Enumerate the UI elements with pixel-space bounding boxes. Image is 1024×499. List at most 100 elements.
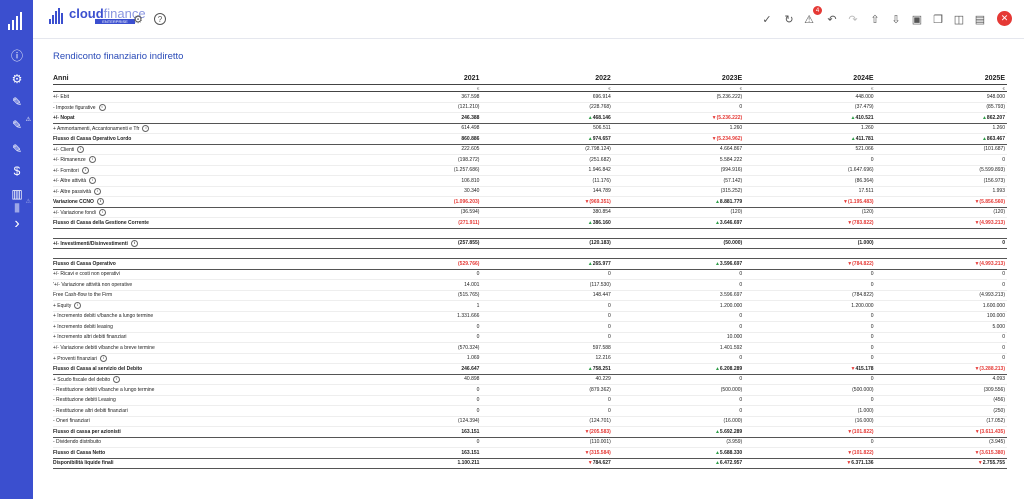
- help-icon[interactable]: ?: [153, 12, 167, 26]
- info-icon[interactable]: i: [81, 166, 89, 174]
- chart-warning-icon[interactable]: ▮ ⚠: [13, 199, 31, 214]
- value-cell: 246.388: [350, 112, 482, 124]
- trend-up-icon: ▲: [850, 135, 856, 142]
- value-cell: ▼(4.993.213): [875, 217, 1007, 229]
- cell-value: (1.000): [857, 407, 874, 414]
- alert-icon[interactable]: ⚠ 4: [802, 6, 822, 26]
- info-icon[interactable]: i: [96, 198, 104, 206]
- trend-down-icon: ▼: [843, 198, 848, 205]
- edit-icon[interactable]: ✎: [11, 142, 23, 156]
- value-cell: (124.701): [481, 416, 613, 427]
- gear-icon[interactable]: ⚙: [133, 13, 143, 26]
- column-header-year: 2023E: [612, 73, 745, 85]
- value-cell: (257.855): [350, 238, 482, 249]
- cell-value: (4.993.213): [979, 219, 1005, 226]
- undo-icon[interactable]: ↶: [827, 13, 837, 26]
- trend-down-icon: ▼: [974, 428, 980, 435]
- edit-warning-icon[interactable]: ✎ ⚠: [11, 117, 31, 132]
- cell-value: 410.521: [855, 114, 874, 121]
- refresh-icon[interactable]: ↻: [784, 13, 794, 26]
- info-icon[interactable]: i: [98, 208, 106, 216]
- check-icon[interactable]: ✓: [762, 13, 772, 26]
- info-icon[interactable]: i: [98, 103, 106, 111]
- value-cell: 1.331.666: [350, 311, 482, 322]
- table-header-row: Anni 2021 2022 2023E 2024E 2025E: [53, 73, 1007, 85]
- info-icon[interactable]: i: [94, 187, 102, 195]
- cell-value: (500.000): [852, 386, 874, 393]
- row-label: Flusso di Cassa della Gestione Corrente: [53, 219, 149, 226]
- cell-value: (500.000): [720, 386, 743, 393]
- value-cell: 0: [744, 279, 876, 291]
- value-cell: 3.596.697: [612, 290, 745, 301]
- info-icon[interactable]: i: [74, 302, 82, 310]
- cell-value: (456): [993, 397, 1005, 404]
- row-label-cell: + Incremento altri debiti finanziari: [53, 332, 351, 343]
- value-cell: 0: [612, 321, 745, 333]
- cell-value: (11.176): [592, 177, 611, 184]
- value-cell: 948.000: [875, 91, 1007, 103]
- cell-value: (5.599.893): [979, 167, 1005, 174]
- info-icon[interactable]: i: [88, 156, 96, 164]
- value-cell: 100.000: [875, 311, 1007, 322]
- value-cell: ▲974.657: [481, 133, 613, 145]
- save-icon[interactable]: ▣: [911, 13, 923, 26]
- dollar-icon[interactable]: $: [13, 164, 21, 178]
- value-cell: 1.946.842: [481, 165, 613, 176]
- unit-row: € € € € €: [53, 84, 1007, 92]
- upload-icon[interactable]: ⇧: [870, 13, 880, 26]
- value-cell: 597.588: [481, 342, 613, 354]
- value-cell: (120): [744, 207, 876, 218]
- cell-value: 163.151: [461, 449, 480, 456]
- columns-icon[interactable]: ◫: [953, 13, 965, 26]
- value-cell: 0: [481, 269, 613, 280]
- cell-value: 2.755.755: [982, 460, 1005, 467]
- info-icon[interactable]: i: [77, 145, 85, 153]
- value-cell: (2.798.124): [481, 144, 613, 155]
- value-cell: (271.911): [350, 217, 482, 229]
- cell-value: 0: [608, 313, 611, 320]
- unit-cell: €: [350, 84, 482, 92]
- value-cell: 0: [875, 154, 1007, 166]
- edit-icon[interactable]: ✎: [11, 95, 23, 109]
- window-icon[interactable]: ▤: [974, 13, 986, 26]
- value-cell: 0: [612, 353, 745, 364]
- column-header-label: Anni: [53, 73, 351, 85]
- download-icon[interactable]: ⇩: [891, 13, 901, 26]
- value-cell: 0: [481, 311, 613, 322]
- book-icon[interactable]: ▥: [11, 187, 23, 201]
- value-cell: (36.594): [350, 207, 482, 218]
- value-cell: 0: [744, 395, 876, 406]
- info-icon[interactable]: i: [142, 124, 150, 132]
- value-cell: 696.914: [481, 91, 613, 103]
- trend-down-icon: ▼: [584, 428, 590, 435]
- redo-icon[interactable]: ↷: [848, 13, 858, 26]
- row-label: Flusso di Cassa Operativo: [53, 260, 116, 267]
- cell-value: 521.066: [855, 146, 874, 153]
- value-cell: ▼(3.615.380): [875, 447, 1007, 459]
- info-icon[interactable]: i: [130, 239, 138, 247]
- chevron-right-icon[interactable]: ›: [14, 215, 20, 232]
- value-cell: (1.000): [744, 405, 876, 417]
- row-label: Flusso di cassa per azionisti: [53, 428, 121, 435]
- cell-value: 163.151: [461, 428, 480, 435]
- value-cell: 0: [744, 332, 876, 343]
- table-row: - Restituzione debiti Leasing 0 0 0 0 (456): [53, 395, 1007, 406]
- app-logo-icon[interactable]: [8, 12, 26, 30]
- copy-icon[interactable]: ❐: [933, 13, 943, 26]
- cell-value: 0: [608, 323, 611, 330]
- gear-icon[interactable]: ⚙: [11, 72, 23, 86]
- info-icon[interactable]: i: [100, 354, 108, 362]
- row-label: +/- Altre passività: [53, 188, 92, 195]
- cell-value: (5.236.222): [716, 93, 743, 100]
- value-cell: 30.340: [350, 186, 482, 197]
- table-row: +/- Nopat 246.388 ▲468.146 ▼(5.236.222) ▲410…: [53, 112, 1007, 124]
- brand-name: cloudfinance: [69, 6, 146, 21]
- cell-value: (124.701): [589, 418, 611, 425]
- cell-value: 4.093: [992, 376, 1005, 383]
- info-icon[interactable]: ⓘ: [10, 48, 23, 63]
- info-icon[interactable]: i: [113, 375, 121, 383]
- value-cell: ▼(315.584): [481, 447, 613, 459]
- row-label-cell: +/- Altre passività i: [53, 186, 351, 197]
- info-icon[interactable]: i: [89, 177, 97, 185]
- close-button[interactable]: ✕: [997, 11, 1012, 26]
